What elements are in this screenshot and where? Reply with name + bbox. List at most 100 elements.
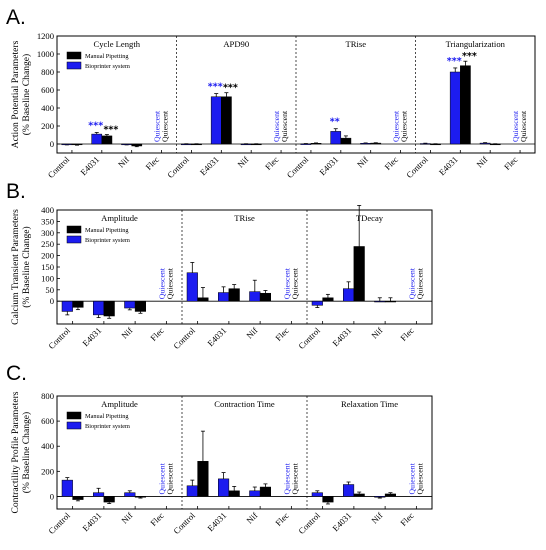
category-label: Flec bbox=[398, 510, 416, 528]
bar-bioprinter bbox=[330, 131, 342, 145]
category-label: Control bbox=[171, 510, 197, 536]
quiescent-label: Quiescent bbox=[282, 267, 291, 299]
group-title: Relaxation Time bbox=[341, 399, 398, 409]
bar-manual bbox=[103, 496, 115, 503]
y-axis-label-unit: (% Baseline Change) bbox=[21, 412, 32, 494]
bar-bioprinter bbox=[249, 490, 261, 497]
bar-manual bbox=[221, 96, 232, 145]
panel-letter: C. bbox=[6, 362, 27, 385]
bar-bioprinter bbox=[186, 272, 198, 302]
bar-bioprinter bbox=[249, 291, 261, 302]
category-label: E4031 bbox=[80, 325, 103, 348]
bar-bioprinter bbox=[61, 300, 73, 312]
bar-manual bbox=[101, 135, 113, 145]
category-label: Nif bbox=[244, 510, 259, 525]
y-tick-label: 0 bbox=[50, 491, 54, 501]
bar-manual bbox=[228, 288, 240, 302]
quiescent-label: Quiescent bbox=[161, 110, 170, 142]
group-title: Contraction Time bbox=[214, 399, 275, 409]
category-label: Control bbox=[46, 325, 72, 351]
bar-manual bbox=[322, 496, 334, 503]
category-label: Flec bbox=[382, 154, 400, 172]
y-axis-label: Calcium Transient Parameters bbox=[10, 209, 21, 325]
legend-entry: Manual Pipetting bbox=[85, 53, 129, 60]
quiescent-label: Quiescent bbox=[280, 110, 289, 142]
bar-bioprinter bbox=[93, 492, 105, 497]
bar-bioprinter bbox=[449, 71, 461, 145]
category-label: Nif bbox=[235, 154, 250, 169]
category-label: Flec bbox=[502, 154, 520, 172]
quiescent-label: Quiescent bbox=[290, 267, 299, 299]
bar-manual bbox=[71, 143, 83, 146]
category-label: Control bbox=[296, 325, 322, 351]
category-label: E4031 bbox=[80, 510, 103, 533]
bar-bioprinter bbox=[311, 300, 323, 306]
category-label: Nif bbox=[119, 325, 134, 340]
group-3: Triangularization Control E4031 *** *** Nif Fl… bbox=[404, 36, 528, 180]
significance-marker: *** bbox=[223, 83, 238, 94]
category-label: Flec bbox=[398, 325, 416, 343]
legend-entry: Bioprinter system bbox=[85, 423, 130, 430]
group-title: Amplitude bbox=[101, 399, 138, 409]
legend-entry: Bioprinter system bbox=[85, 237, 130, 244]
bar-bioprinter bbox=[420, 143, 431, 145]
y-tick-label: 250 bbox=[41, 239, 54, 249]
significance-marker: *** bbox=[103, 125, 118, 136]
legend-entry: Bioprinter system bbox=[85, 63, 130, 70]
panel-letter: B. bbox=[6, 180, 26, 203]
category-label: Control bbox=[46, 154, 72, 180]
category-label: Flec bbox=[273, 325, 291, 343]
group-title: TDecay bbox=[356, 213, 384, 223]
quiescent-label: Quiescent bbox=[157, 267, 166, 299]
category-label: Control bbox=[165, 154, 191, 180]
quiescent-label: Quiescent bbox=[415, 462, 424, 494]
bar-manual bbox=[384, 300, 396, 303]
quiescent-label: Quiescent bbox=[272, 110, 281, 142]
quiescent-label: Quiescent bbox=[519, 110, 528, 142]
y-tick-label: 400 bbox=[41, 441, 54, 451]
quiescent-label: Quiescent bbox=[415, 267, 424, 299]
bar-bioprinter bbox=[186, 485, 198, 497]
bar-manual bbox=[384, 493, 396, 497]
y-tick-label: 1000 bbox=[37, 49, 54, 59]
y-tick-label: 100 bbox=[41, 273, 54, 283]
bar-manual bbox=[197, 461, 209, 497]
bar-manual bbox=[259, 292, 271, 302]
bar-bioprinter bbox=[91, 133, 103, 145]
category-label: Control bbox=[46, 510, 72, 536]
bar-manual bbox=[310, 143, 322, 145]
group-1: APD90 Control E4031 *** *** Nif Flec Quiescent Q… bbox=[165, 36, 289, 180]
bar-bioprinter bbox=[360, 143, 371, 145]
bar-bioprinter bbox=[93, 300, 105, 316]
category-label: Flec bbox=[148, 510, 166, 528]
group-2: TRise Control E4031 ** Nif Flec Quiescent Quies… bbox=[285, 36, 409, 180]
legend-entry: Manual Pipetting bbox=[85, 227, 129, 234]
y-axis-label-unit: (% Baseline Change) bbox=[21, 226, 32, 308]
category-label: Nif bbox=[119, 510, 134, 525]
bar-bioprinter bbox=[61, 479, 73, 497]
group-title: TRise bbox=[234, 213, 255, 223]
bar-manual bbox=[72, 496, 84, 500]
y-tick-label: 0 bbox=[50, 296, 54, 306]
group-1: Contraction Time Control E4031 Nif Flec Quies… bbox=[171, 396, 299, 536]
y-tick-label: 200 bbox=[41, 466, 54, 476]
bar-manual bbox=[197, 297, 209, 302]
y-tick-label: 800 bbox=[41, 67, 54, 77]
quiescent-label: Quiescent bbox=[400, 110, 409, 142]
y-tick-label: 600 bbox=[41, 416, 54, 426]
bar-manual bbox=[353, 246, 365, 302]
quiescent-label: Quiescent bbox=[165, 462, 174, 494]
y-axis-label: Contractility Profile Parameters bbox=[10, 391, 21, 513]
category-label: Control bbox=[285, 154, 311, 180]
category-label: Control bbox=[171, 325, 197, 351]
group-2: TDecay Control E4031 Nif Flec Quiescent Quiesc… bbox=[296, 205, 424, 351]
legend-swatch bbox=[66, 61, 82, 70]
group-title: Amplitude bbox=[101, 213, 138, 223]
category-label: Nif bbox=[116, 154, 131, 169]
y-tick-label: 200 bbox=[41, 251, 54, 261]
quiescent-label: Quiescent bbox=[407, 462, 416, 494]
category-label: E4031 bbox=[205, 510, 228, 533]
bar-manual bbox=[353, 493, 365, 497]
bar-bioprinter bbox=[124, 300, 136, 309]
y-tick-label: 400 bbox=[41, 103, 54, 113]
